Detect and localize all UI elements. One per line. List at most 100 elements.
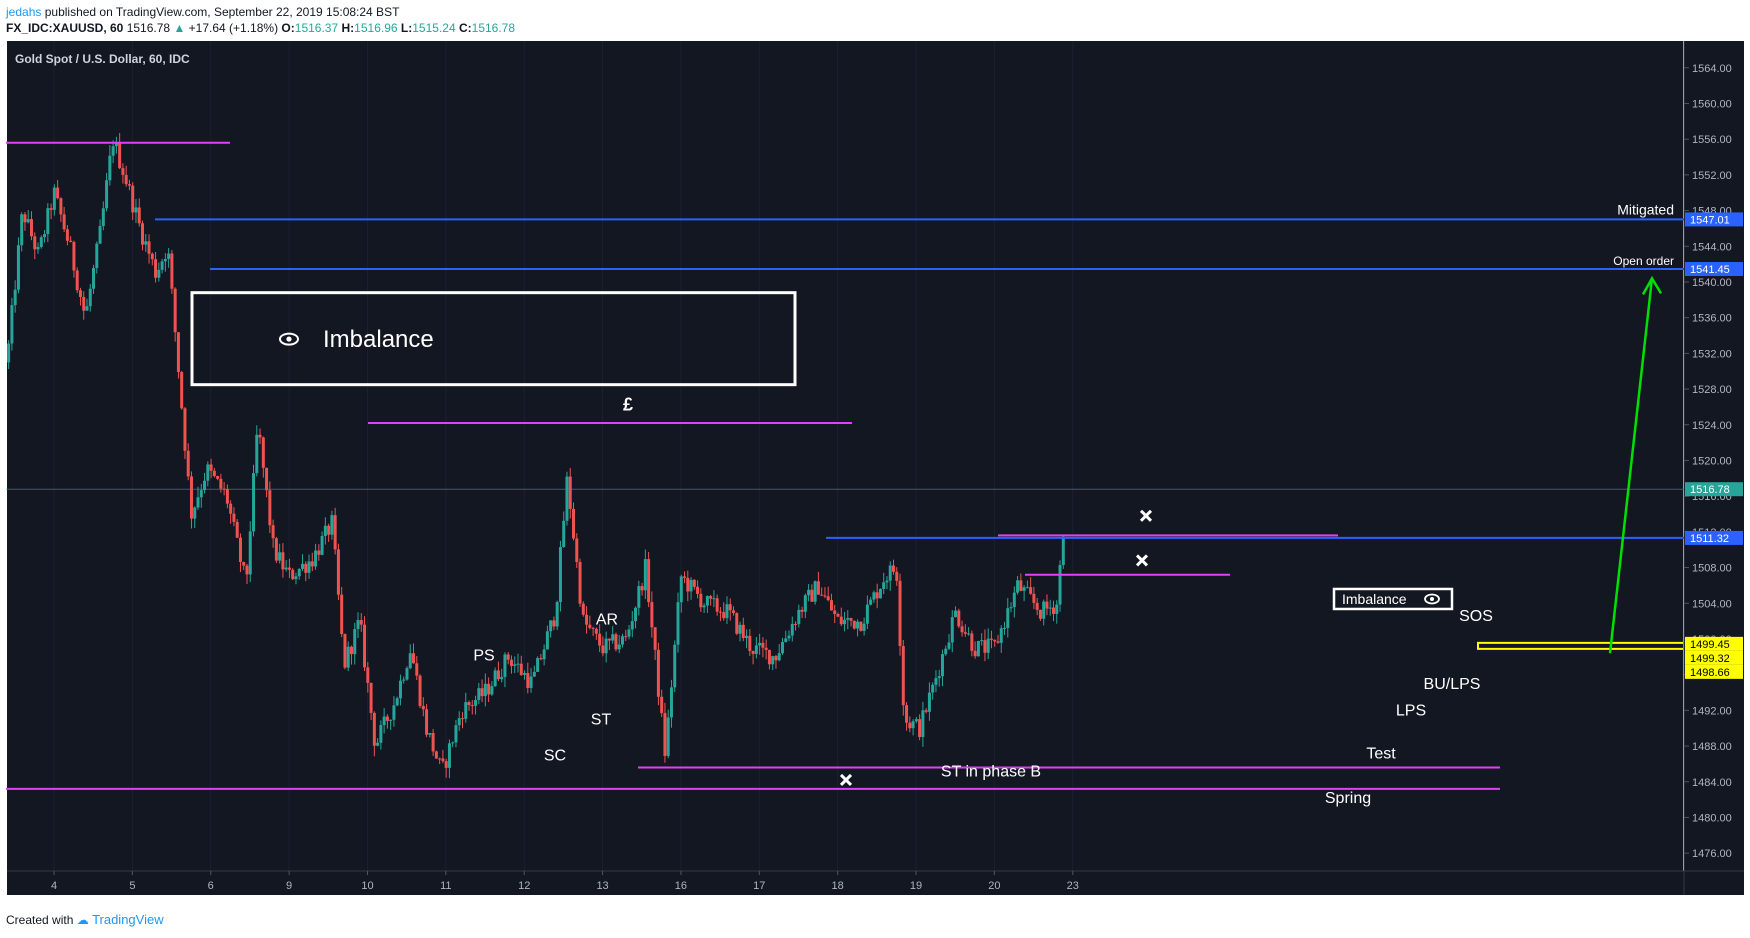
imbalance-label: Imbalance — [323, 326, 434, 353]
candle-body — [856, 621, 860, 629]
high-value: 1516.96 — [354, 21, 398, 35]
candle-body — [372, 712, 376, 746]
candle-body — [513, 664, 517, 666]
candle-body — [209, 464, 213, 471]
candle-body — [258, 434, 262, 438]
y-tick-label: 1544.00 — [1692, 241, 1732, 253]
candle-body — [767, 649, 771, 665]
candle-body — [523, 673, 527, 675]
candle-body — [790, 623, 794, 636]
candle-body — [611, 634, 615, 641]
imbalance-small-label: Imbalance — [1342, 591, 1407, 607]
candle-body — [294, 576, 298, 580]
price-label-text: 1499.45 — [1690, 639, 1730, 651]
candle-body — [291, 569, 295, 580]
x-tick-label: 13 — [596, 880, 608, 892]
candle-body — [131, 185, 135, 213]
candle-body — [529, 676, 533, 688]
candle-body — [261, 437, 265, 468]
candle-body — [901, 646, 905, 706]
candle-body — [823, 595, 827, 597]
price-label-box — [1685, 482, 1743, 497]
price-axis[interactable] — [1684, 41, 1744, 871]
candle-body — [647, 559, 651, 603]
imbalance-small-box — [1332, 587, 1454, 611]
candle-body — [683, 576, 687, 578]
candle-body — [160, 261, 164, 270]
candle-body — [199, 490, 203, 498]
candle-body — [663, 713, 667, 756]
candle-body — [434, 751, 438, 759]
candle-body — [705, 596, 709, 606]
candle-body — [699, 593, 703, 608]
candle-body — [1032, 593, 1036, 603]
candle-body — [428, 733, 432, 735]
candle-body — [118, 142, 122, 169]
candle-body — [480, 688, 484, 697]
candle-body — [774, 656, 778, 661]
candle-body — [549, 620, 553, 632]
candle-body — [940, 654, 944, 677]
candle-body — [918, 719, 922, 737]
candle-body — [741, 624, 745, 639]
st-phase-b-label: ST in phase B — [941, 763, 1041, 780]
price-label-text: 1547.01 — [1690, 214, 1730, 226]
up-arrow-icon: ▲ — [173, 21, 186, 35]
time-axis[interactable] — [7, 871, 1744, 895]
candle-body — [376, 742, 380, 746]
candle-body — [451, 742, 455, 744]
candle-body — [963, 632, 967, 634]
candle-body — [255, 434, 259, 474]
publisher-name[interactable]: jedahs — [6, 5, 42, 19]
candle-body — [1016, 580, 1020, 593]
y-tick-label: 1540.00 — [1692, 277, 1732, 289]
candle-body — [640, 586, 644, 591]
candle-body — [702, 605, 706, 608]
x-tick-label: 19 — [910, 880, 922, 892]
candle-body — [441, 758, 445, 762]
candle-body — [572, 508, 576, 539]
candle-body — [88, 288, 92, 307]
candle-body — [800, 609, 804, 612]
candle-body — [656, 649, 660, 697]
candle-body — [398, 680, 402, 699]
candle-body — [460, 718, 464, 720]
x-tick-label: 16 — [675, 880, 687, 892]
candle-body — [124, 174, 128, 185]
x-tick-label: 6 — [208, 880, 214, 892]
candle-body — [944, 648, 948, 655]
published-text: published on TradingView.com, September … — [44, 5, 400, 19]
candle-body — [686, 577, 690, 592]
candle-body — [875, 592, 879, 599]
candle-body — [728, 604, 732, 611]
candle-body — [761, 642, 765, 648]
candle-body — [147, 241, 151, 254]
price-labels: 1547.01 1541.45 1516.78 1511.32 1499.45 1499.… — [1685, 212, 1743, 679]
candle-body — [852, 620, 856, 629]
chart-title: Gold Spot / U.S. Dollar, 60, IDC — [15, 52, 190, 66]
candle-body — [62, 214, 66, 230]
price-chart[interactable]: Imbalance £ Mitigated Open order Imbalan… — [0, 0, 1750, 900]
footer: Created with ☁ TradingView — [6, 912, 164, 927]
y-tick-label: 1524.00 — [1692, 420, 1732, 432]
tradingview-link[interactable]: TradingView — [92, 912, 164, 927]
candle-body — [421, 705, 425, 710]
y-tick-label: 1484.00 — [1692, 777, 1732, 789]
candle-body — [105, 180, 109, 209]
candle-body — [509, 659, 513, 666]
candle-body — [947, 642, 951, 649]
candle-body — [454, 725, 458, 743]
candle-body — [745, 635, 749, 639]
candle-body — [578, 562, 582, 604]
candle-body — [235, 521, 239, 538]
price-label-text: 1498.66 — [1690, 667, 1730, 679]
candle-body — [594, 628, 598, 634]
candle-body — [980, 640, 984, 642]
low-value: 1515.24 — [412, 21, 456, 35]
candle-body — [16, 245, 20, 290]
candle-body — [532, 671, 536, 677]
candle-body — [268, 490, 272, 526]
ar-label: AR — [596, 612, 618, 629]
candle-body — [300, 563, 304, 569]
candle-body — [157, 269, 161, 278]
